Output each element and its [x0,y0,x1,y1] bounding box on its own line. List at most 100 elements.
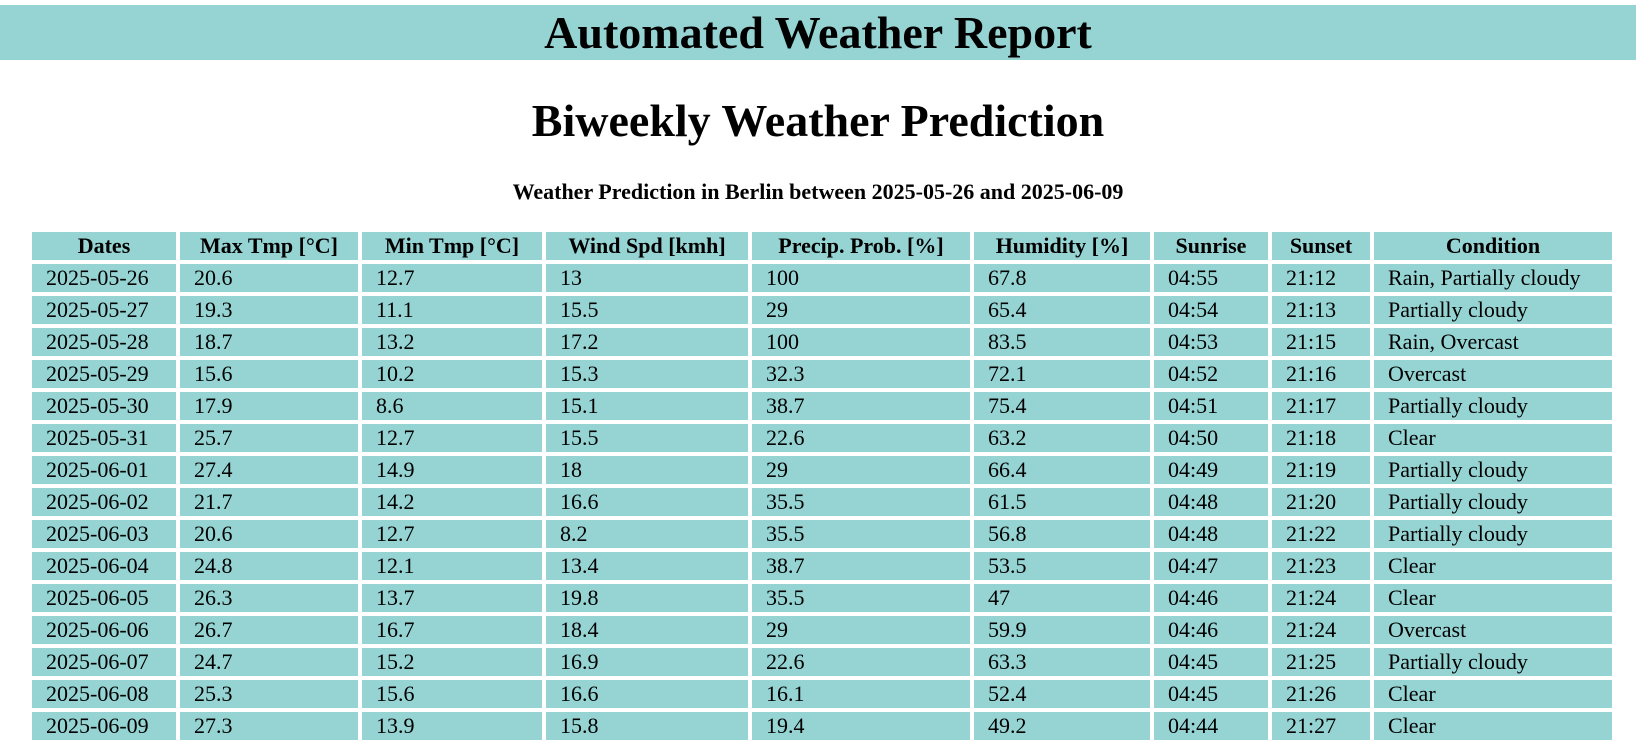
cell-dates: 2025-05-27 [32,296,176,324]
cell-dates: 2025-06-09 [32,712,176,740]
page-subtitle: Weather Prediction in Berlin between 202… [512,179,1124,204]
cell-humidity: 53.5 [974,552,1150,580]
cell-wind-speed: 15.5 [546,424,748,452]
cell-min-temp: 8.6 [362,392,542,420]
cell-min-temp: 12.7 [362,424,542,452]
table-row: 2025-06-06 26.7 16.7 18.4 29 59.9 04:46 21:24 Ov… [32,616,1612,644]
cell-sunrise: 04:54 [1154,296,1268,324]
cell-condition: Partially cloudy [1374,296,1612,324]
cell-min-temp: 13.9 [362,712,542,740]
column-header-precip-prob: Precip. Prob. [%] [752,232,970,260]
cell-humidity: 47 [974,584,1150,612]
cell-precip-prob: 100 [752,264,970,292]
cell-sunrise: 04:46 [1154,584,1268,612]
cell-sunrise: 04:48 [1154,520,1268,548]
cell-wind-speed: 8.2 [546,520,748,548]
report-banner: Automated Weather Report [0,5,1636,60]
cell-humidity: 72.1 [974,360,1150,388]
cell-precip-prob: 16.1 [752,680,970,708]
cell-precip-prob: 35.5 [752,520,970,548]
banner-title: Automated Weather Report [544,7,1092,58]
cell-humidity: 63.2 [974,424,1150,452]
cell-max-temp: 25.3 [180,680,358,708]
cell-sunset: 21:26 [1272,680,1370,708]
cell-condition: Partially cloudy [1374,488,1612,516]
cell-sunrise: 04:49 [1154,456,1268,484]
cell-min-temp: 12.7 [362,520,542,548]
cell-condition: Rain, Partially cloudy [1374,264,1612,292]
cell-precip-prob: 38.7 [752,392,970,420]
cell-precip-prob: 19.4 [752,712,970,740]
cell-sunrise: 04:47 [1154,552,1268,580]
cell-min-temp: 11.1 [362,296,542,324]
cell-sunset: 21:19 [1272,456,1370,484]
table-row: 2025-06-07 24.7 15.2 16.9 22.6 63.3 04:45 21:25… [32,648,1612,676]
column-header-min-temp: Min Tmp [°C] [362,232,542,260]
cell-max-temp: 26.7 [180,616,358,644]
cell-humidity: 83.5 [974,328,1150,356]
cell-min-temp: 15.6 [362,680,542,708]
cell-sunset: 21:25 [1272,648,1370,676]
table-row: 2025-06-04 24.8 12.1 13.4 38.7 53.5 04:47 21:23… [32,552,1612,580]
table-row: 2025-06-02 21.7 14.2 16.6 35.5 61.5 04:48 21:20… [32,488,1612,516]
cell-wind-speed: 15.5 [546,296,748,324]
cell-condition: Clear [1374,424,1612,452]
cell-wind-speed: 15.3 [546,360,748,388]
table-row: 2025-06-01 27.4 14.9 18 29 66.4 04:49 21:19 Part… [32,456,1612,484]
cell-sunset: 21:20 [1272,488,1370,516]
cell-condition: Clear [1374,680,1612,708]
column-header-wind-speed: Wind Spd [kmh] [546,232,748,260]
page-title: Biweekly Weather Prediction [531,95,1105,146]
cell-dates: 2025-06-08 [32,680,176,708]
cell-humidity: 75.4 [974,392,1150,420]
cell-max-temp: 20.6 [180,520,358,548]
cell-wind-speed: 16.9 [546,648,748,676]
cell-sunset: 21:17 [1272,392,1370,420]
cell-precip-prob: 100 [752,328,970,356]
cell-sunset: 21:27 [1272,712,1370,740]
cell-condition: Overcast [1374,360,1612,388]
cell-precip-prob: 29 [752,296,970,324]
cell-humidity: 66.4 [974,456,1150,484]
cell-min-temp: 10.2 [362,360,542,388]
column-header-dates: Dates [32,232,176,260]
cell-max-temp: 27.3 [180,712,358,740]
cell-sunrise: 04:48 [1154,488,1268,516]
cell-sunset: 21:12 [1272,264,1370,292]
cell-wind-speed: 17.2 [546,328,748,356]
cell-wind-speed: 18 [546,456,748,484]
cell-max-temp: 18.7 [180,328,358,356]
cell-sunset: 21:23 [1272,552,1370,580]
cell-sunrise: 04:53 [1154,328,1268,356]
cell-condition: Rain, Overcast [1374,328,1612,356]
cell-wind-speed: 18.4 [546,616,748,644]
table-row: 2025-05-28 18.7 13.2 17.2 100 83.5 04:53 21:15 R… [32,328,1612,356]
cell-humidity: 49.2 [974,712,1150,740]
table-row: 2025-05-30 17.9 8.6 15.1 38.7 75.4 04:51 21:17 P… [32,392,1612,420]
cell-condition: Clear [1374,552,1612,580]
cell-dates: 2025-06-01 [32,456,176,484]
cell-sunrise: 04:51 [1154,392,1268,420]
cell-precip-prob: 22.6 [752,648,970,676]
cell-max-temp: 17.9 [180,392,358,420]
cell-max-temp: 27.4 [180,456,358,484]
cell-condition: Partially cloudy [1374,520,1612,548]
cell-wind-speed: 13.4 [546,552,748,580]
cell-precip-prob: 35.5 [752,488,970,516]
cell-dates: 2025-06-05 [32,584,176,612]
cell-sunrise: 04:52 [1154,360,1268,388]
cell-dates: 2025-05-30 [32,392,176,420]
cell-min-temp: 16.7 [362,616,542,644]
weather-table: Dates Max Tmp [°C] Min Tmp [°C] Wind Spd [k… [28,228,1616,744]
cell-condition: Clear [1374,584,1612,612]
table-row: 2025-05-26 20.6 12.7 13 100 67.8 04:55 21:12 Rai… [32,264,1612,292]
cell-min-temp: 14.2 [362,488,542,516]
cell-condition: Clear [1374,712,1612,740]
cell-condition: Partially cloudy [1374,648,1612,676]
cell-humidity: 61.5 [974,488,1150,516]
column-header-sunrise: Sunrise [1154,232,1268,260]
cell-sunrise: 04:45 [1154,680,1268,708]
cell-min-temp: 14.9 [362,456,542,484]
table-row: 2025-06-05 26.3 13.7 19.8 35.5 47 04:46 21:24 Cl… [32,584,1612,612]
column-header-sunset: Sunset [1272,232,1370,260]
